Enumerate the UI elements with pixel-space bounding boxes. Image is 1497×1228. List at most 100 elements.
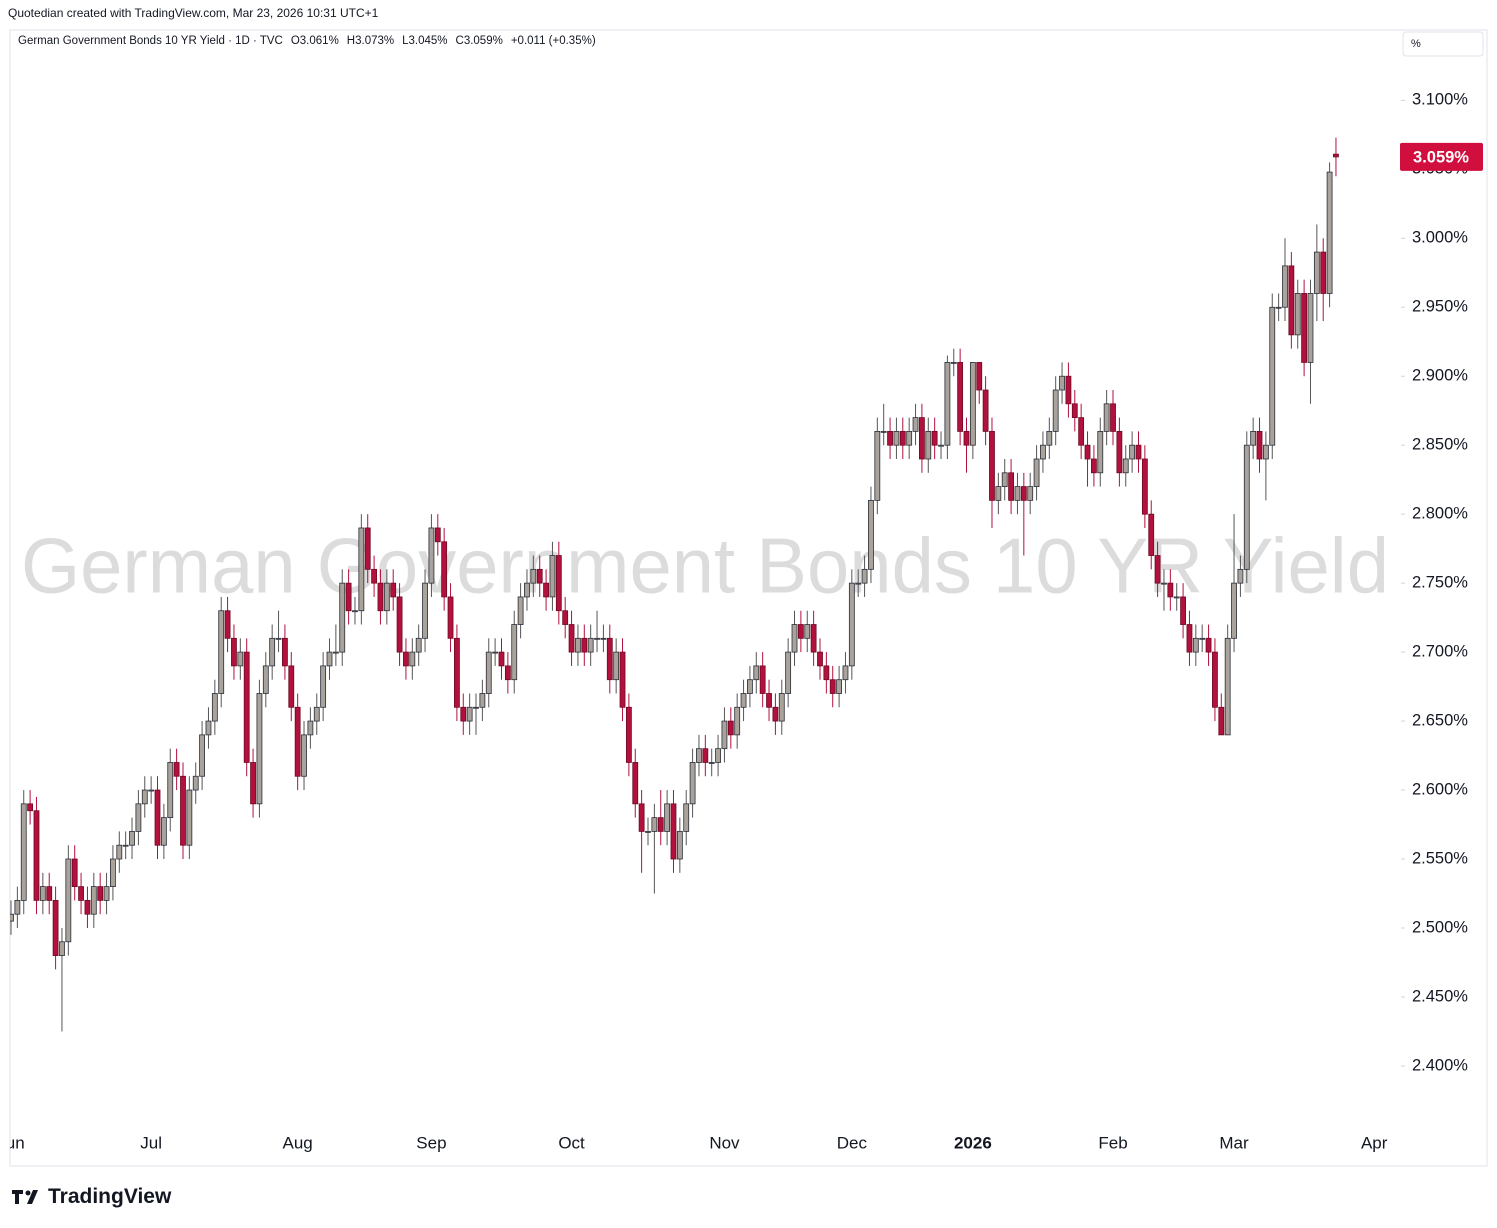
candle-body <box>899 431 906 446</box>
x-tick-label: Apr <box>1361 1133 1388 1152</box>
candle-body <box>880 431 887 433</box>
candle-body <box>1154 555 1161 584</box>
y-tick-label: 2.400% <box>1412 1056 1468 1074</box>
candle-body <box>982 389 989 432</box>
candle-body <box>957 362 964 432</box>
candle-body <box>383 582 390 612</box>
candle-body <box>10 913 14 922</box>
candle-body <box>441 541 448 598</box>
candle-body <box>453 637 460 708</box>
candle-body <box>575 637 581 653</box>
candle-body <box>377 582 384 612</box>
candle-body <box>606 637 613 681</box>
unit-box[interactable] <box>1402 31 1484 57</box>
candle-body <box>1001 472 1008 487</box>
candle-body <box>301 734 307 777</box>
candle-body <box>778 693 785 722</box>
candle-body <box>65 858 72 943</box>
candle-body <box>224 610 231 639</box>
candle-body <box>1237 568 1244 584</box>
candle-body <box>294 706 301 777</box>
candle-body <box>59 941 65 956</box>
candle-body <box>339 582 346 653</box>
x-tick-label: Mar <box>1219 1133 1249 1152</box>
candle-body <box>103 886 110 901</box>
candle-body <box>555 555 562 612</box>
candle-body <box>326 651 333 667</box>
candle-body <box>759 665 766 694</box>
candle-body <box>352 610 358 613</box>
brand: TradingView <box>48 1185 172 1208</box>
candle-body <box>810 624 817 653</box>
candle-body <box>696 748 702 763</box>
candle-body <box>543 582 549 598</box>
candle-body <box>753 665 760 681</box>
candle-body <box>848 582 855 667</box>
candle-body <box>708 762 715 764</box>
candle-body <box>434 527 441 543</box>
candle-body <box>1065 375 1072 405</box>
y-tick-label: 2.900% <box>1412 367 1468 385</box>
candle-body <box>1167 582 1174 598</box>
candle-body <box>1173 596 1180 599</box>
candle-body <box>1218 706 1225 736</box>
candle-body <box>568 624 575 653</box>
x-tick-label: Nov <box>709 1133 740 1152</box>
candle-body <box>358 527 365 612</box>
candle-body <box>1161 582 1167 585</box>
y-tick-label: 2.500% <box>1412 918 1468 936</box>
candle-body <box>345 582 352 612</box>
ohlc-change: +0.011 (+0.35%) <box>510 35 596 47</box>
candle-body <box>721 720 728 750</box>
x-tick-label: Jul <box>140 1133 162 1152</box>
candle-body <box>625 706 632 763</box>
candle-body <box>504 665 511 681</box>
candle-body <box>141 789 148 805</box>
legend: German Government Bonds 10 YR Yield · 1D… <box>18 35 596 47</box>
candle-body <box>536 568 543 584</box>
candle-body <box>20 803 27 901</box>
candle-body <box>1307 293 1314 363</box>
candle-body <box>205 720 212 736</box>
last-price-label: 3.059% <box>1413 148 1469 166</box>
symbol-title: German Government Bonds 10 YR Yield · 1D… <box>18 35 283 47</box>
candle-body <box>231 637 237 667</box>
candle-body <box>1071 403 1078 419</box>
candle-body <box>1269 306 1276 446</box>
candle-body <box>1180 596 1186 625</box>
candle-body <box>1199 637 1206 640</box>
candle-body <box>84 899 91 915</box>
candle-body <box>995 486 1002 501</box>
candle-body <box>842 665 849 681</box>
candle-body <box>97 886 104 901</box>
candle-body <box>364 527 371 570</box>
candle-body <box>1122 458 1129 474</box>
candle-body <box>715 748 721 763</box>
candle-body <box>332 651 339 654</box>
candle-body <box>466 706 473 722</box>
candle-body <box>180 775 186 846</box>
candle-body <box>1333 153 1339 158</box>
candle-body <box>887 431 893 446</box>
candle-body <box>1192 637 1199 653</box>
candle-body <box>1256 431 1263 460</box>
candle-body <box>167 762 174 819</box>
candle-body <box>893 431 900 446</box>
candle-body <box>1288 265 1295 336</box>
candle-body <box>581 637 588 653</box>
candle-body <box>148 789 155 792</box>
watermark: German Government Bonds 10 YR Yield <box>21 522 1389 610</box>
candle-body <box>39 886 46 901</box>
candle-body <box>237 651 244 667</box>
candle-body <box>154 789 161 846</box>
candle-body <box>829 679 836 694</box>
candle-body <box>683 803 690 832</box>
candle-body <box>874 431 881 501</box>
candle-body <box>415 637 422 653</box>
tradingview-logo <box>12 1190 38 1204</box>
candle-body <box>976 362 983 391</box>
candle-body <box>747 679 753 694</box>
candle-body <box>1097 431 1104 474</box>
candle-body <box>638 803 645 832</box>
